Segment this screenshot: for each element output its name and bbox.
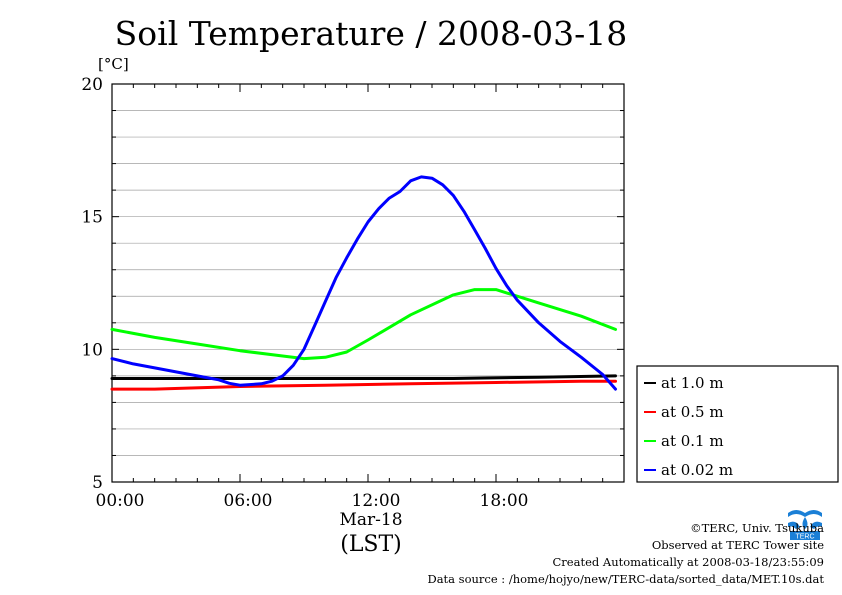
y-tick-label: 20 [81, 75, 103, 95]
y-tick-label: 5 [92, 473, 103, 493]
legend-label: at 1.0 m [661, 374, 724, 392]
legend-label: at 0.1 m [661, 432, 724, 450]
x-axis-date-label: Mar-18 [339, 510, 403, 530]
series-line [110, 379, 617, 391]
y-axis-unit: [°C] [98, 55, 129, 73]
series-line [110, 288, 617, 361]
data-source-text: Data source : /home/hojyo/new/TERC-data/… [427, 572, 824, 586]
x-tick-label: 18:00 [480, 491, 529, 511]
y-tick-label: 10 [81, 340, 103, 360]
plot-frame [111, 83, 625, 483]
created-text: Created Automatically at 2008-03-18/23:5… [552, 555, 825, 569]
legend-label: at 0.5 m [661, 403, 724, 421]
legend-label: at 0.02 m [661, 461, 733, 479]
credits-block: ©TERC, Univ. Tsukuba Observed at TERC To… [427, 520, 824, 588]
y-tick-label: 15 [81, 208, 103, 228]
x-tick-label: 00:00 [96, 491, 145, 511]
copyright-text: ©TERC, Univ. Tsukuba [690, 521, 824, 535]
chart-title: Soil Temperature / 2008-03-18 [114, 14, 628, 53]
series-line [110, 374, 617, 380]
x-tick-label: 06:00 [224, 491, 273, 511]
observed-text: Observed at TERC Tower site [651, 538, 824, 552]
x-tick-label: 12:00 [352, 491, 401, 511]
x-axis-timezone-label: (LST) [340, 532, 402, 557]
terc-logo-icon: TERC [786, 503, 824, 541]
legend-box [636, 365, 839, 483]
logo-text: TERC [795, 534, 814, 541]
series-line [110, 175, 617, 391]
